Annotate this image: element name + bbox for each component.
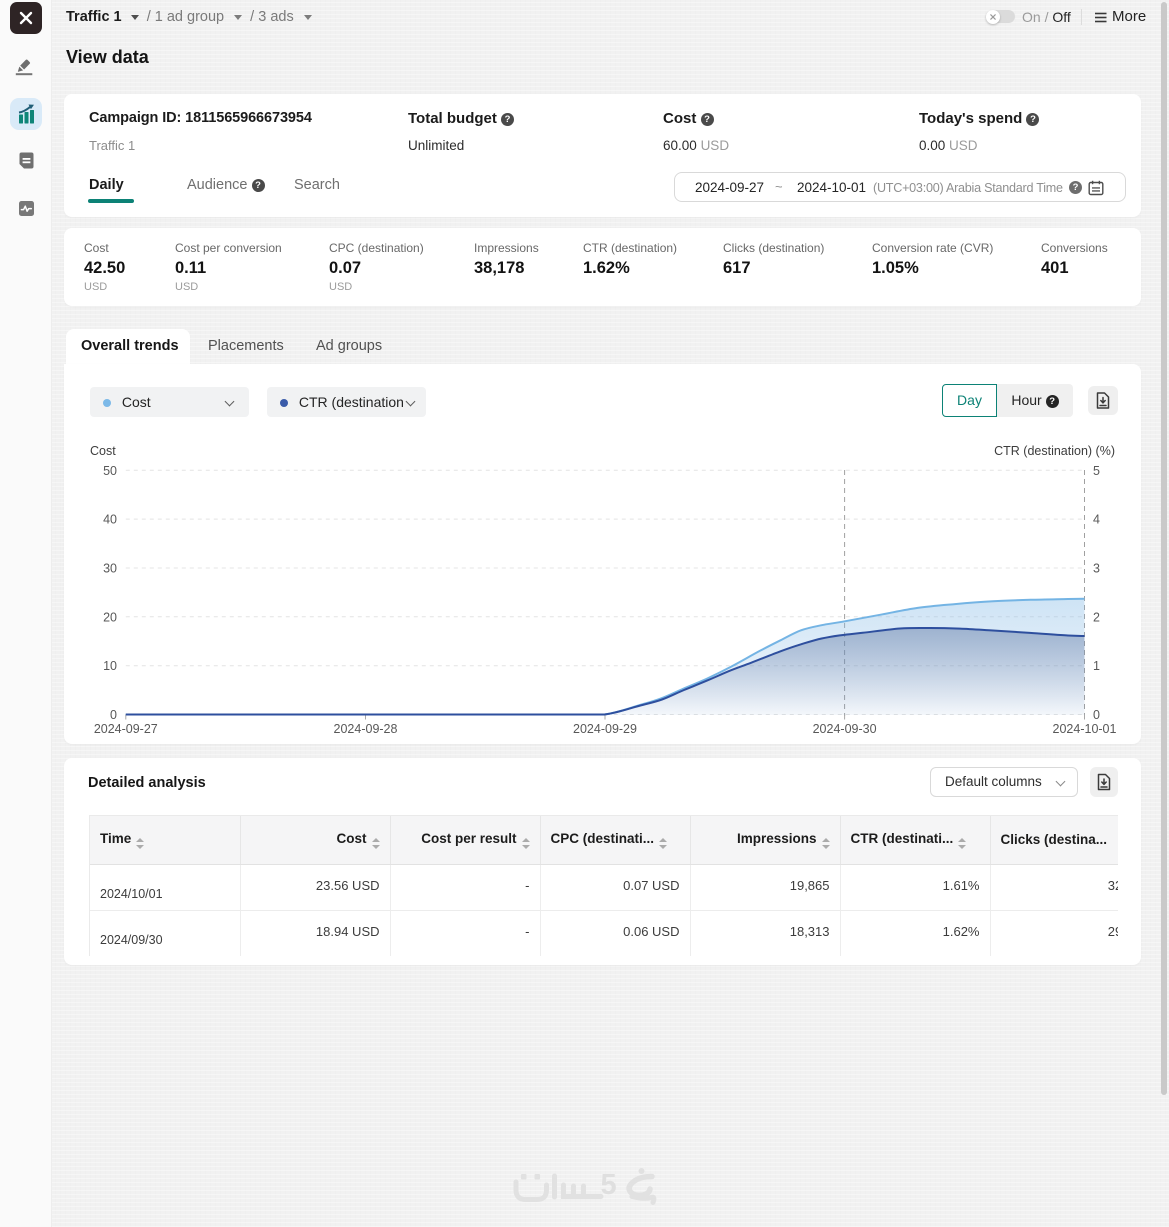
svg-text:CTR (destination) (%): CTR (destination) (%) bbox=[994, 444, 1115, 458]
svg-text:20: 20 bbox=[103, 610, 117, 624]
svg-text:0: 0 bbox=[110, 708, 117, 722]
svg-text:30: 30 bbox=[103, 562, 117, 576]
svg-text:2024-09-27: 2024-09-27 bbox=[94, 722, 158, 736]
svg-text:10: 10 bbox=[103, 659, 117, 673]
svg-text:1: 1 bbox=[1093, 659, 1100, 673]
svg-text:Cost: Cost bbox=[90, 444, 116, 458]
svg-text:50: 50 bbox=[103, 464, 117, 478]
svg-text:5: 5 bbox=[1093, 464, 1100, 478]
svg-text:2024-09-29: 2024-09-29 bbox=[573, 722, 637, 736]
svg-text:2024-09-28: 2024-09-28 bbox=[334, 722, 398, 736]
svg-text:40: 40 bbox=[103, 513, 117, 527]
svg-text:3: 3 bbox=[1093, 562, 1100, 576]
svg-text:5: 5 bbox=[601, 1169, 617, 1201]
svg-text:4: 4 bbox=[1093, 513, 1100, 527]
svg-text:2024-09-30: 2024-09-30 bbox=[813, 722, 877, 736]
svg-text:2: 2 bbox=[1093, 610, 1100, 624]
svg-text:2024-10-01: 2024-10-01 bbox=[1053, 722, 1117, 736]
svg-text:0: 0 bbox=[1093, 708, 1100, 722]
